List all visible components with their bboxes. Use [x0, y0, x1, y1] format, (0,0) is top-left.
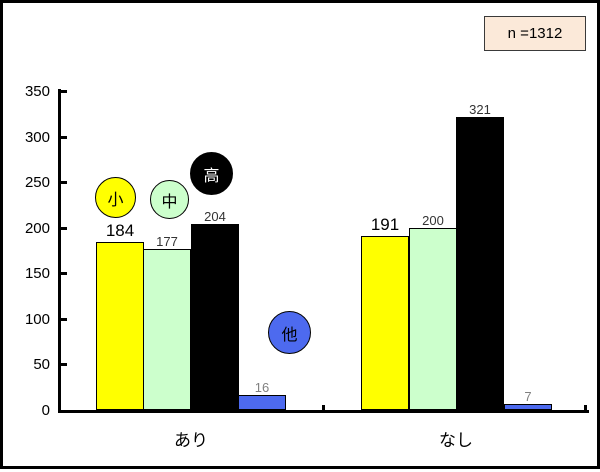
y-axis-line: [58, 89, 61, 413]
x-category-label-nashi: なし: [439, 431, 473, 450]
y-axis-tick: [61, 181, 67, 185]
x-category-label-ari: あり: [174, 431, 208, 450]
bar-value-label: 7: [524, 389, 532, 404]
y-axis-tick: [61, 90, 67, 93]
bar-小-なし: [361, 236, 409, 410]
y-axis-tick-label: 200: [24, 219, 50, 237]
y-axis-tick-label: 350: [24, 83, 50, 100]
bar-value-label: 184: [105, 221, 135, 240]
bar-他-なし: [504, 404, 552, 410]
sample-size-label: n =1312: [507, 25, 563, 42]
bar-value-label: 204: [204, 209, 226, 224]
bar-value-label: 16: [254, 380, 270, 395]
legend-circle-small: 小: [95, 177, 136, 218]
legend-label-small: 小: [107, 191, 124, 209]
y-axis-tick-label: 250: [24, 174, 50, 192]
y-axis-tick-label: 0: [41, 402, 50, 419]
sample-size-box: n =1312: [484, 16, 586, 51]
bar-高-なし: [456, 117, 504, 410]
y-axis-tick-label: 50: [33, 356, 50, 374]
bar-他-あり: [238, 395, 286, 410]
bar-中-なし: [409, 228, 457, 410]
bar-value-label: 321: [469, 102, 491, 117]
y-axis-tick: [61, 317, 67, 321]
plot-area: 0 50 100 150 200 250 300 350 184 177 204 16 191 200 3…: [3, 3, 600, 472]
y-axis-tick-label: 150: [24, 265, 50, 283]
bar-中-あり: [143, 249, 191, 410]
y-axis-tick-label: 300: [24, 128, 50, 146]
x-axis-line: [58, 410, 589, 413]
bar-小-あり: [96, 242, 144, 410]
bar-value-label: 200: [422, 213, 444, 228]
x-axis-middle-tick: [322, 405, 325, 410]
legend-label-high: 高: [203, 167, 220, 185]
legend-label-other: 他: [281, 326, 298, 344]
legend-circle-middle: 中: [150, 180, 189, 219]
y-axis-tick-label: 100: [24, 310, 50, 328]
legend-circle-high: 高: [190, 152, 233, 195]
bar-value-label: 191: [370, 215, 400, 234]
legend-label-middle: 中: [161, 193, 178, 211]
y-axis-tick: [61, 226, 67, 230]
x-axis-end-tick: [584, 405, 587, 410]
bar-value-label: 177: [156, 234, 178, 249]
y-axis-tick: [61, 272, 67, 276]
legend-circle-other: 他: [268, 311, 311, 354]
y-axis-tick: [61, 135, 67, 139]
bar-高-あり: [191, 224, 239, 410]
y-axis-tick: [61, 363, 67, 367]
